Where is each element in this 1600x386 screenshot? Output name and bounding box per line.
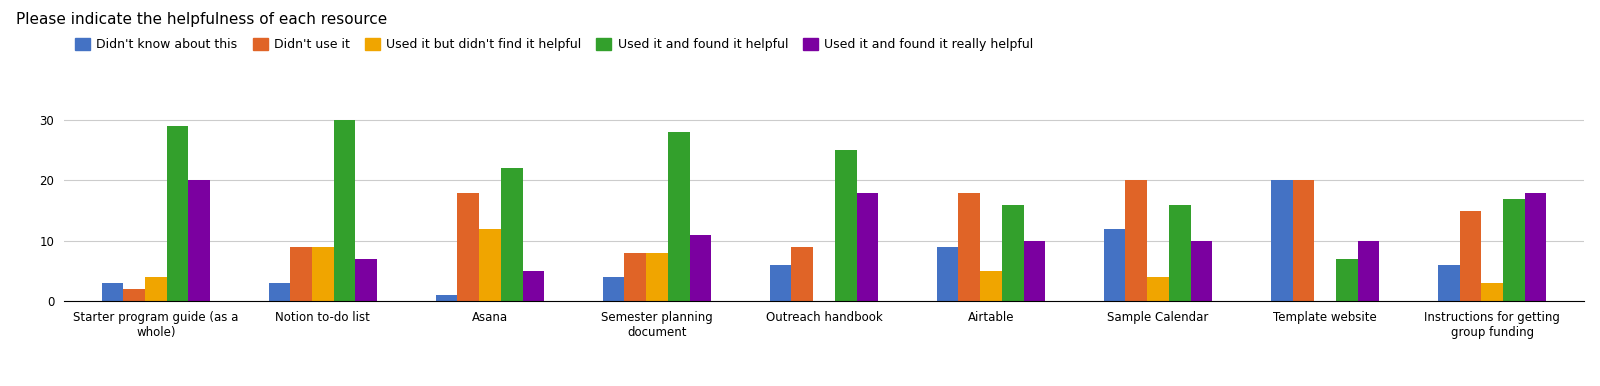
Bar xyxy=(290,247,312,301)
Bar xyxy=(1502,198,1525,301)
Bar xyxy=(667,132,690,301)
Bar xyxy=(435,295,458,301)
Legend: Didn't know about this, Didn't use it, Used it but didn't find it helpful, Used : Didn't know about this, Didn't use it, U… xyxy=(70,33,1038,56)
Bar xyxy=(981,271,1002,301)
Bar xyxy=(1190,241,1213,301)
Bar xyxy=(1293,180,1314,301)
Bar xyxy=(478,229,501,301)
Bar xyxy=(1002,205,1024,301)
Text: Please indicate the helpfulness of each resource: Please indicate the helpfulness of each … xyxy=(16,12,387,27)
Bar xyxy=(1482,283,1502,301)
Bar xyxy=(690,235,712,301)
Bar xyxy=(603,277,624,301)
Bar xyxy=(146,277,166,301)
Bar xyxy=(1104,229,1125,301)
Bar xyxy=(835,150,856,301)
Bar xyxy=(958,193,981,301)
Bar xyxy=(1358,241,1379,301)
Bar xyxy=(1438,265,1459,301)
Bar xyxy=(1336,259,1358,301)
Bar xyxy=(1525,193,1547,301)
Bar xyxy=(770,265,792,301)
Bar xyxy=(1125,180,1147,301)
Bar xyxy=(856,193,878,301)
Bar xyxy=(501,168,523,301)
Bar xyxy=(1024,241,1045,301)
Bar xyxy=(624,253,646,301)
Bar xyxy=(1270,180,1293,301)
Bar xyxy=(312,247,334,301)
Bar xyxy=(269,283,290,301)
Bar xyxy=(458,193,478,301)
Bar xyxy=(1170,205,1190,301)
Bar xyxy=(792,247,813,301)
Bar xyxy=(523,271,544,301)
Bar xyxy=(936,247,958,301)
Bar xyxy=(189,180,210,301)
Bar xyxy=(334,120,355,301)
Bar xyxy=(123,289,146,301)
Bar xyxy=(646,253,667,301)
Bar xyxy=(355,259,378,301)
Bar xyxy=(166,126,189,301)
Bar xyxy=(101,283,123,301)
Bar xyxy=(1459,211,1482,301)
Bar xyxy=(1147,277,1170,301)
